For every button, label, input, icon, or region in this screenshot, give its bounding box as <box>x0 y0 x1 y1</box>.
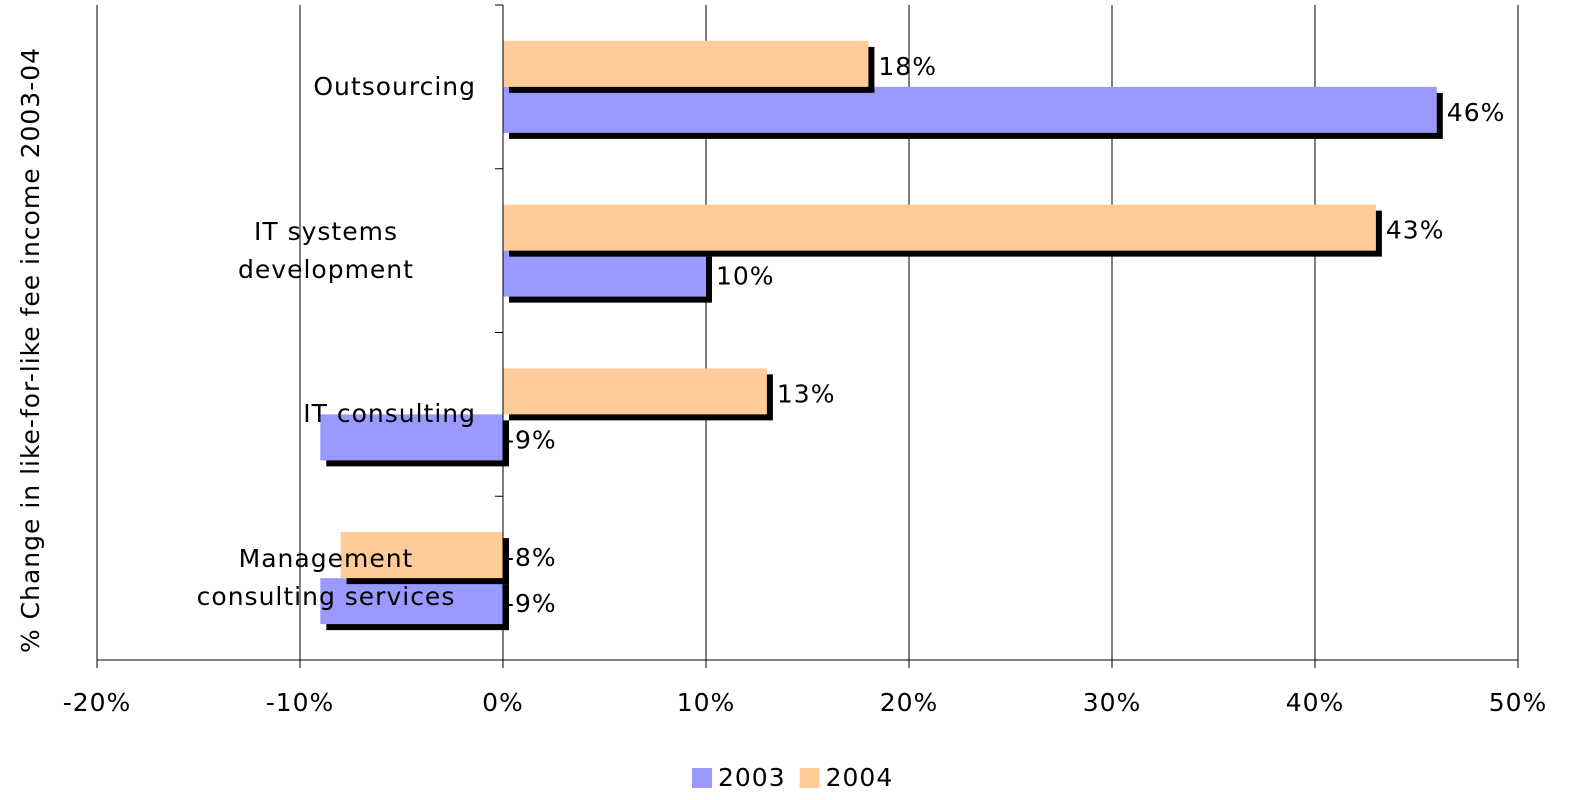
category-label: Outsourcing <box>313 71 476 101</box>
y-axis-title: % Change in like-for-like fee income 200… <box>16 47 45 653</box>
x-tick-label: 50% <box>1489 688 1548 717</box>
category-label: Management consulting services <box>196 544 456 612</box>
x-tick-label: 20% <box>880 688 939 717</box>
bar <box>503 86 1437 133</box>
bar <box>320 578 503 625</box>
bar <box>503 204 1376 251</box>
data-label: -9% <box>505 589 557 618</box>
legend-swatch <box>692 768 712 788</box>
data-label: 13% <box>777 379 836 408</box>
data-label: -9% <box>505 425 557 454</box>
x-tick-label: 30% <box>1083 688 1142 717</box>
data-label: 46% <box>1447 98 1506 127</box>
category-label: IT consulting <box>303 399 476 429</box>
category-label: IT systems development <box>238 216 414 284</box>
bar <box>340 532 503 579</box>
legend-label: 2004 <box>826 763 894 792</box>
bar <box>503 368 767 415</box>
x-tick-label: -10% <box>266 688 335 717</box>
x-tick-label: -20% <box>63 688 132 717</box>
legend-swatch <box>799 768 820 788</box>
bar <box>503 250 706 297</box>
data-label: 18% <box>878 52 937 81</box>
data-label: 10% <box>716 262 775 291</box>
bar <box>320 414 503 461</box>
data-label: 43% <box>1386 216 1445 245</box>
bar <box>503 40 869 87</box>
data-label: -8% <box>505 543 557 572</box>
x-tick-label: 40% <box>1286 688 1345 717</box>
x-tick-label: 0% <box>482 688 524 717</box>
x-tick-label: 10% <box>677 688 736 717</box>
legend-label: 2003 <box>718 763 786 792</box>
